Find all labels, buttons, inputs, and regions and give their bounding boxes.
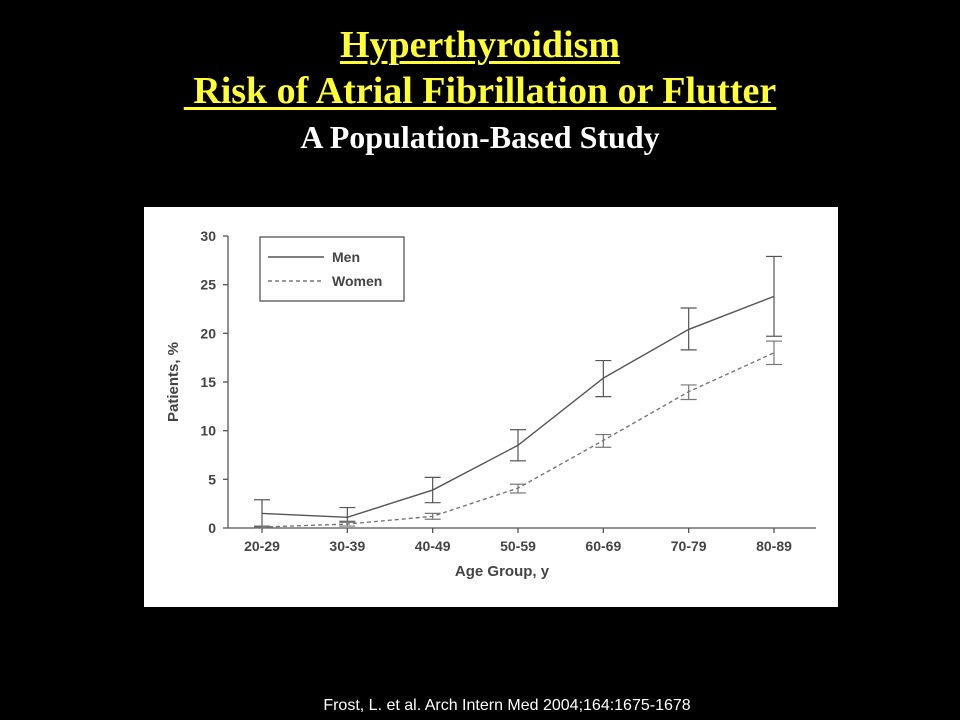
y-tick-label: 10 xyxy=(200,423,216,439)
x-tick-label: 30-39 xyxy=(329,538,365,554)
legend-box xyxy=(259,236,405,302)
chart-panel: 0 5 10 15 20 25 30 20-29 30-39 40-49 50-59 60-69 70-… xyxy=(144,207,838,607)
line-chart: 0 5 10 15 20 25 30 20-29 30-39 40-49 50-59 60-69 70-… xyxy=(165,228,816,580)
y-axis-label: Patients, % xyxy=(165,342,182,422)
x-tick-label: 80-89 xyxy=(756,538,792,554)
x-tick-label: 50-59 xyxy=(500,538,536,554)
slide-title: Hyperthyroidism xyxy=(339,24,621,66)
x-tick-label: 40-49 xyxy=(415,538,451,554)
y-tick-label: 5 xyxy=(208,471,216,487)
citation: Frost, L. et al. Arch Intern Med 2004;16… xyxy=(323,697,691,714)
y-tick-label: 30 xyxy=(200,228,216,244)
y-tick-label: 0 xyxy=(208,520,216,536)
slide-title-line2: Risk of Atrial Fibrillation or Flutter xyxy=(183,70,777,112)
x-tick-label: 60-69 xyxy=(585,538,621,554)
y-tick-label: 25 xyxy=(200,277,216,293)
slide-subtitle: A Population-Based Study xyxy=(300,119,660,155)
legend-label-women: Women xyxy=(332,273,382,289)
x-axis-label: Age Group, y xyxy=(455,563,550,580)
y-tick-label: 15 xyxy=(200,374,216,390)
title-block: Hyperthyroidism Risk of Atrial Fibrillat… xyxy=(0,22,960,158)
x-tick-label: 20-29 xyxy=(244,538,280,554)
y-tick-label: 20 xyxy=(200,325,216,341)
legend-label-men: Men xyxy=(332,249,360,265)
x-tick-label: 70-79 xyxy=(671,538,707,554)
